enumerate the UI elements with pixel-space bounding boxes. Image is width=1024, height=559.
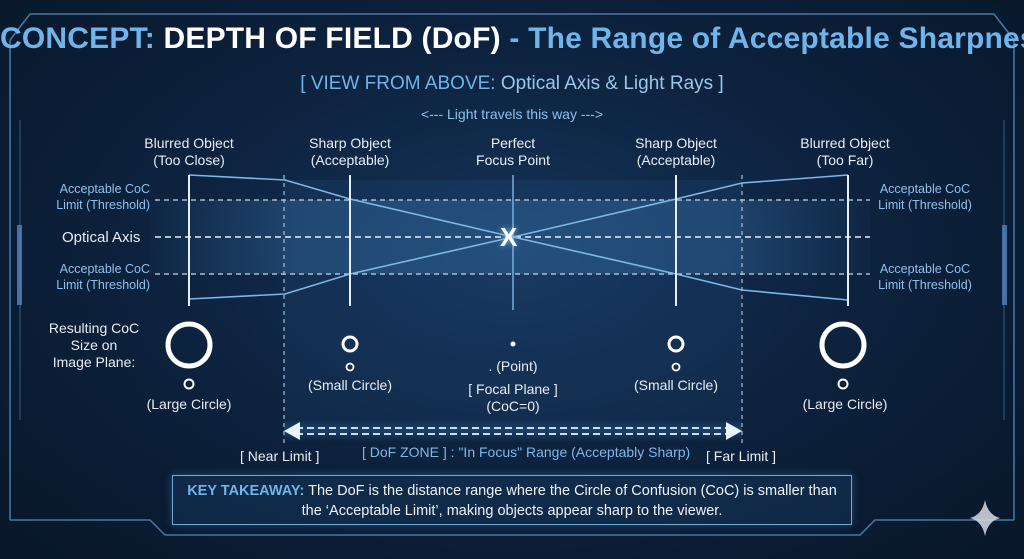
point-label: . (Point)	[488, 358, 538, 374]
coc-limit-line1: Acceptable CoC	[879, 262, 971, 276]
column-label-line2: (Too Close)	[153, 152, 225, 168]
coc-large-circle-right-mini	[837, 378, 849, 390]
coc-limit-line2: Limit (Threshold)	[56, 278, 150, 292]
near-limit-label: [ Near Limit ]	[240, 448, 320, 464]
column-label-line2: Focus Point	[476, 152, 550, 168]
coc-small-circle-left	[341, 335, 359, 353]
coc-small-circle-right	[667, 335, 685, 353]
coc-large-circle-left-mini	[183, 378, 195, 390]
coc-limit-label-right-bottom: Acceptable CoC Limit (Threshold)	[850, 261, 1000, 293]
view-rest: Optical Axis & Light Rays ]	[500, 73, 724, 94]
coc-small-circle-left-mini	[345, 362, 355, 372]
frame	[9, 13, 1015, 536]
small-circle-label-right: (Small Circle)	[634, 377, 718, 393]
resulting-coc-line3: Image Plane:	[52, 354, 136, 370]
column-label-line2: (Acceptable)	[636, 152, 716, 168]
column-label-line1: Blurred Object	[144, 135, 234, 151]
column-label-line1: Blurred Object	[800, 135, 890, 151]
focal-plane-line1: [ Focal Plane ]	[468, 381, 558, 397]
column-label-perfect-focus: Perfect Focus Point	[453, 135, 573, 169]
coc-limit-label-left-bottom: Acceptable CoC Limit (Threshold)	[0, 261, 150, 293]
coc-limit-line1: Acceptable CoC	[59, 262, 150, 276]
resulting-coc-line1: Resulting CoC	[48, 320, 140, 336]
coc-limit-label-left-top: Acceptable CoC Limit (Threshold)	[0, 181, 150, 213]
dof-zone-label: [ DoF ZONE ] : "In Focus" Range (Accepta…	[362, 444, 691, 460]
frame-accent-left	[17, 225, 22, 305]
column-label-line1: Sharp Object	[309, 135, 391, 151]
far-limit-label: [ Far Limit ]	[706, 448, 777, 464]
column-label-line2: (Too Far)	[816, 152, 874, 168]
coc-limit-label-right-top: Acceptable CoC Limit (Threshold)	[850, 181, 1000, 213]
coc-small-circle-right-mini	[671, 362, 681, 372]
column-label-blurred-near: Blurred Object (Too Close)	[129, 135, 249, 169]
column-label-sharp-far: Sharp Object (Acceptable)	[616, 135, 736, 169]
view-prefix: [ VIEW FROM ABOVE:	[300, 73, 496, 94]
column-label-line1: Sharp Object	[635, 135, 717, 151]
view-subtitle: [ VIEW FROM ABOVE: Optical Axis & Light …	[0, 73, 1024, 95]
focal-plane-label: [ Focal Plane ] (CoC=0)	[443, 381, 583, 415]
light-direction-label: <--- Light travels this way --->	[420, 106, 604, 122]
column-label-blurred-far: Blurred Object (Too Far)	[785, 135, 905, 169]
optical-axis-label: Optical Axis	[62, 229, 141, 246]
coc-limit-line2: Limit (Threshold)	[56, 198, 150, 212]
large-circle-label-right: (Large Circle)	[802, 396, 888, 412]
focal-plane-line2: (CoC=0)	[486, 398, 540, 414]
column-label-sharp-near: Sharp Object (Acceptable)	[290, 135, 410, 169]
coc-large-circle-right	[819, 321, 867, 369]
small-circle-label-left: (Small Circle)	[308, 377, 392, 393]
coc-limit-line2: Limit (Threshold)	[878, 198, 972, 212]
key-takeaway-label: KEY TAKEAWAY:	[187, 483, 305, 499]
coc-point	[510, 341, 516, 347]
resulting-coc-line2: Size on	[70, 337, 118, 353]
title-main: DEPTH OF FIELD (DoF)	[163, 22, 501, 55]
sparkle-icon	[970, 500, 1000, 536]
coc-limit-line1: Acceptable CoC	[59, 182, 150, 196]
focus-point-marker: X	[500, 222, 518, 252]
key-takeaway-box: KEY TAKEAWAY: The DoF is the distance ra…	[172, 475, 852, 525]
coc-limit-line2: Limit (Threshold)	[878, 278, 972, 292]
column-label-line1: Perfect	[490, 135, 536, 151]
page-title: CONCEPT: DEPTH OF FIELD (DoF) - The Rang…	[0, 22, 1024, 56]
coc-limit-line1: Acceptable CoC	[879, 182, 971, 196]
column-label-line2: (Acceptable)	[310, 152, 390, 168]
dof-arrow-glow	[284, 420, 742, 442]
coc-large-circle-left	[165, 321, 213, 369]
key-takeaway-text: The DoF is the distance range where the …	[301, 483, 837, 519]
title-subtitle: - The Range of Acceptable Sharpness	[509, 22, 1024, 55]
resulting-coc-label: Resulting CoC Size on Image Plane:	[34, 320, 154, 371]
dof-double-arrow	[284, 422, 742, 440]
frame-accent-right	[1002, 225, 1007, 305]
title-concept-label: CONCEPT:	[0, 22, 155, 55]
large-circle-label-left: (Large Circle)	[146, 396, 232, 412]
